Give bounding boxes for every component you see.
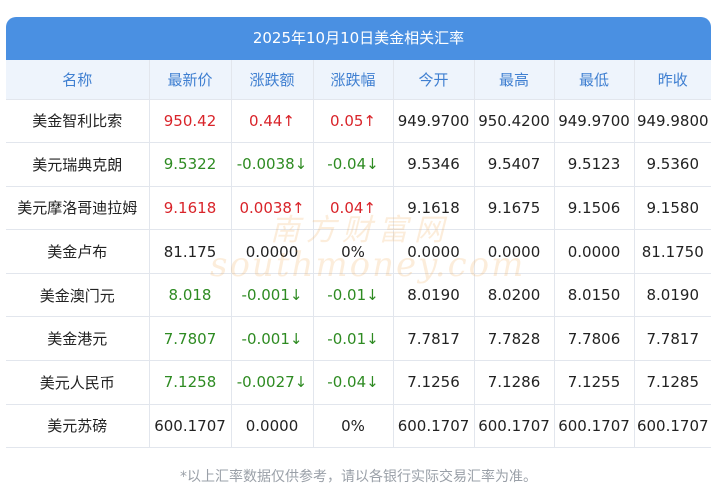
cell-latest: 81.175 [149, 229, 232, 274]
cell-name: 美金智利比索 [6, 99, 150, 144]
cell-low: 0.0000 [554, 229, 635, 274]
cell-name: 美元摩洛哥迪拉姆 [6, 186, 150, 231]
cell-low: 949.9700 [554, 99, 635, 144]
header-high: 最高 [474, 60, 555, 100]
cell-name: 美元苏磅 [6, 404, 150, 449]
cell-latest: 8.018 [149, 273, 232, 318]
cell-prev: 949.9800 [634, 99, 711, 144]
header-open: 今开 [393, 60, 475, 100]
cell-open: 9.5346 [393, 142, 475, 187]
cell-pct: -0.01↓ [313, 273, 394, 318]
cell-change: 0.0038↑ [231, 186, 314, 231]
cell-name: 美元人民币 [6, 360, 150, 405]
rate-table: 名称 最新价 涨跌额 涨跌幅 今开 最高 最低 昨收 美金智利比索 950.42… [6, 60, 711, 449]
cell-pct: 0.05↑ [313, 99, 394, 144]
cell-latest: 600.1707 [149, 404, 232, 449]
table-row: 美金智利比索 950.42 0.44↑ 0.05↑ 949.9700 950.4… [6, 99, 711, 144]
cell-name: 美金卢布 [6, 229, 150, 274]
cell-pct: 0% [313, 404, 394, 449]
cell-low: 7.1255 [554, 360, 635, 405]
cell-prev: 7.7817 [634, 316, 711, 362]
cell-high: 0.0000 [474, 229, 555, 274]
cell-latest: 7.1258 [149, 360, 232, 405]
cell-high: 7.7828 [474, 316, 555, 362]
table-header-row: 名称 最新价 涨跌额 涨跌幅 今开 最高 最低 昨收 [6, 60, 711, 100]
table-row: 美元瑞典克朗 9.5322 -0.0038↓ -0.04↓ 9.5346 9.5… [6, 142, 711, 187]
disclaimer-note: *以上汇率数据仅供参考，请以各银行实际交易汇率为准。 [180, 469, 537, 485]
cell-change: -0.0027↓ [231, 360, 314, 405]
cell-open: 600.1707 [393, 404, 475, 449]
cell-high: 7.1286 [474, 360, 555, 405]
table-row: 美金卢布 81.175 0.0000 0% 0.0000 0.0000 0.00… [6, 229, 711, 274]
cell-high: 950.4200 [474, 99, 555, 144]
header-latest: 最新价 [149, 60, 232, 100]
cell-low: 600.1707 [554, 404, 635, 449]
cell-high: 8.0200 [474, 273, 555, 318]
rate-table-container: 2025年10月10日美金相关汇率 名称 最新价 涨跌额 涨跌幅 今开 最高 最… [6, 17, 711, 449]
cell-change: -0.0038↓ [231, 142, 314, 187]
cell-pct: 0.04↑ [313, 186, 394, 231]
cell-name: 美金澳门元 [6, 273, 150, 318]
cell-prev: 81.1750 [634, 229, 711, 274]
header-low: 最低 [554, 60, 635, 100]
cell-high: 9.5407 [474, 142, 555, 187]
cell-pct: -0.04↓ [313, 142, 394, 187]
cell-name: 美金港元 [6, 316, 150, 362]
cell-pct: 0% [313, 229, 394, 274]
cell-prev: 7.1285 [634, 360, 711, 405]
table-row: 美金澳门元 8.018 -0.001↓ -0.01↓ 8.0190 8.0200… [6, 273, 711, 318]
header-prev: 昨收 [634, 60, 711, 100]
cell-change: -0.001↓ [231, 316, 314, 362]
cell-latest: 950.42 [149, 99, 232, 144]
cell-low: 7.7806 [554, 316, 635, 362]
cell-prev: 600.1707 [634, 404, 711, 449]
header-change: 涨跌额 [231, 60, 314, 100]
cell-latest: 9.1618 [149, 186, 232, 231]
header-name: 名称 [6, 60, 150, 100]
cell-change: -0.001↓ [231, 273, 314, 318]
cell-pct: -0.04↓ [313, 360, 394, 405]
cell-open: 8.0190 [393, 273, 475, 318]
cell-high: 9.1675 [474, 186, 555, 231]
table-title: 2025年10月10日美金相关汇率 [6, 17, 711, 60]
cell-change: 0.0000 [231, 229, 314, 274]
cell-prev: 9.1580 [634, 186, 711, 231]
cell-name: 美元瑞典克朗 [6, 142, 150, 187]
table-row: 美金港元 7.7807 -0.001↓ -0.01↓ 7.7817 7.7828… [6, 316, 711, 362]
cell-pct: -0.01↓ [313, 316, 394, 362]
cell-open: 7.1256 [393, 360, 475, 405]
cell-low: 9.1506 [554, 186, 635, 231]
cell-prev: 9.5360 [634, 142, 711, 187]
table-row: 美元人民币 7.1258 -0.0027↓ -0.04↓ 7.1256 7.12… [6, 360, 711, 405]
table-row: 美元摩洛哥迪拉姆 9.1618 0.0038↑ 0.04↑ 9.1618 9.1… [6, 186, 711, 231]
header-pct: 涨跌幅 [313, 60, 394, 100]
cell-change: 0.44↑ [231, 99, 314, 144]
cell-low: 8.0150 [554, 273, 635, 318]
cell-open: 9.1618 [393, 186, 475, 231]
cell-open: 0.0000 [393, 229, 475, 274]
cell-prev: 8.0190 [634, 273, 711, 318]
table-row: 美元苏磅 600.1707 0.0000 0% 600.1707 600.170… [6, 404, 711, 449]
cell-change: 0.0000 [231, 404, 314, 449]
cell-latest: 7.7807 [149, 316, 232, 362]
cell-open: 949.9700 [393, 99, 475, 144]
cell-latest: 9.5322 [149, 142, 232, 187]
cell-open: 7.7817 [393, 316, 475, 362]
cell-high: 600.1707 [474, 404, 555, 449]
cell-low: 9.5123 [554, 142, 635, 187]
